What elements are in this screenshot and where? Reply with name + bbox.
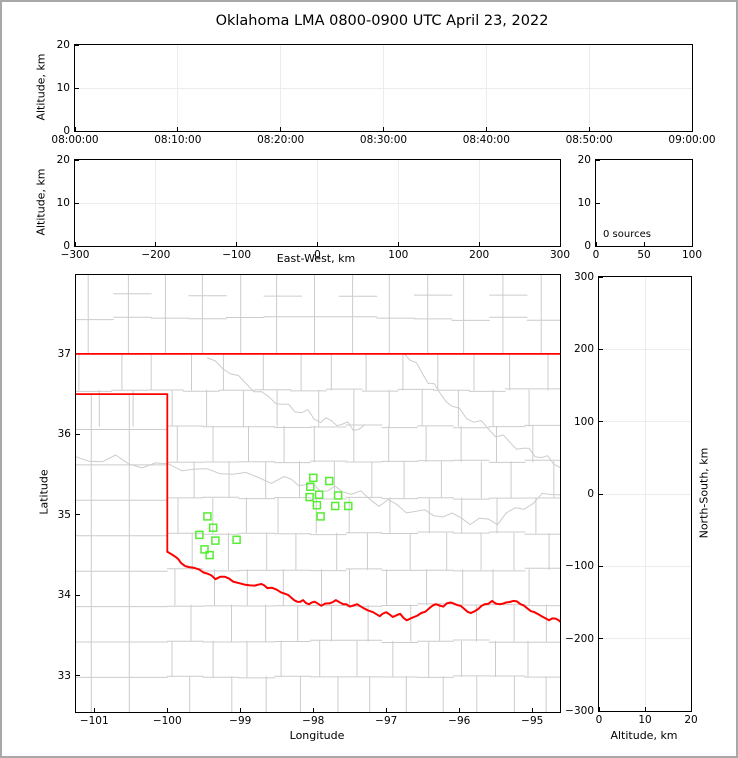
source_histogram-xtick-label: 50	[637, 249, 651, 261]
ew-height-ylabel: Altitude, km	[34, 168, 48, 236]
source_histogram-ytick-label: 20	[577, 154, 591, 166]
ew_height-xtick-label: 200	[469, 249, 490, 261]
ns_height-ytick-label: −300	[565, 705, 594, 717]
ns_height-ytick-label: −200	[565, 632, 594, 645]
ew_height-xtick-label: 300	[549, 249, 571, 261]
lma-station-marker	[208, 523, 218, 532]
time_height-xtick-label: 08:20:00	[257, 134, 305, 146]
map-ytick-label: 33	[57, 669, 71, 682]
ns_height-ytick-label: 300	[573, 271, 594, 283]
ew_height-xtick-label: 0	[314, 249, 321, 261]
map-xlabel: Longitude	[289, 729, 345, 742]
lma-station-marker	[316, 512, 325, 521]
ns_height-xtick-label: 10	[638, 714, 652, 726]
map-ytick-label: 37	[57, 347, 71, 360]
lma-station-marker	[325, 476, 334, 486]
ns_height-ytick-label: 100	[573, 415, 594, 428]
source_histogram-xtick-label: 0	[592, 249, 600, 261]
lma-station-marker	[312, 500, 322, 510]
ew-height-xlabel: East-West, km	[276, 252, 356, 265]
ew_height-xtick-label: −200	[141, 249, 171, 261]
time_height-xtick-label: 08:50:00	[565, 134, 613, 146]
ns-height-ylabel: North-South, km	[697, 447, 711, 539]
time_height-xtick-label: 08:10:00	[154, 134, 202, 146]
lma-station-marker	[344, 501, 353, 511]
ns-height-panel: 0 10 20 −300 −200 −100 0 100 200 300	[565, 271, 698, 726]
time_height-ytick-label: 20	[56, 39, 70, 51]
lma-station-marker	[200, 545, 209, 554]
map-xtick-label: −98	[302, 715, 325, 727]
ns_height-ytick-label: 0	[587, 488, 594, 500]
map-xtick-label: −97	[375, 715, 398, 727]
source_histogram-ytick-label: 0	[584, 240, 591, 252]
lma-station-marker	[232, 535, 241, 545]
red-river-border	[166, 550, 560, 623]
map-ytick-label: 34	[57, 589, 71, 602]
time_height-xtick-label: 08:40:00	[462, 134, 510, 146]
time_height-xtick-label: 08:00:00	[51, 134, 99, 146]
source-histogram-panel: 0 50 100 0 10 20	[578, 154, 702, 261]
ew_height-xtick-label: −100	[222, 249, 252, 261]
map-panel: −101 −100 −99 −98 −97 −96 −95 33 34 35 36 37	[58, 274, 561, 727]
ew_height-ytick-label: 20	[56, 154, 70, 166]
ns_height-ytick-label: 200	[573, 343, 594, 356]
time_height-xtick-label: 09:00:00	[668, 134, 716, 146]
oklahoma-panhandle-border	[76, 393, 169, 553]
time_height-ytick-label: 10	[56, 82, 70, 94]
lma-station-marker	[203, 512, 212, 521]
map-xtick-label: −100	[152, 715, 182, 727]
lma-station-marker	[309, 473, 318, 483]
lma-station-marker	[314, 490, 324, 499]
lma-station-marker	[330, 501, 340, 511]
ns_height-xtick-label: 20	[684, 714, 698, 726]
figure-title: Oklahoma LMA 0800-0900 UTC April 23, 202…	[215, 13, 549, 29]
map-xtick-label: −99	[229, 715, 252, 727]
map-xtick-label: −95	[521, 715, 544, 727]
map-ylabel: Latitude	[37, 469, 51, 515]
ew_height-xtick-label: 100	[388, 249, 409, 261]
map-ytick-label: 35	[57, 508, 71, 521]
lma-station-marker	[306, 482, 315, 491]
ew-height-panel: −300 −200 −100 0 100 200 300 0 10 20	[57, 154, 570, 261]
ns_height-ytick-label: −100	[565, 560, 594, 573]
ns_height-xtick-label: 0	[595, 714, 603, 726]
map-xtick-label: −101	[79, 715, 109, 727]
time_height-xtick-label: 08:30:00	[359, 134, 408, 146]
ew_height-xtick-label: −300	[60, 249, 90, 261]
county-boundaries	[76, 275, 560, 712]
time-height-panel: 08:00:00 08:10:00 08:20:00 08:30:00 08:40:00…	[51, 39, 715, 146]
time-height-ylabel: Altitude, km	[34, 53, 48, 121]
ns-height-xlabel: Altitude, km	[610, 729, 678, 742]
lma-station-marker	[305, 492, 314, 502]
source_histogram-ytick-label: 10	[577, 197, 591, 209]
sources-count-label: 0 sources	[603, 229, 651, 240]
lma-station-marker	[211, 536, 220, 545]
lma-station-marker	[205, 550, 214, 560]
river-line	[76, 454, 560, 526]
map-xtick-label: −96	[448, 715, 471, 727]
lma-station-marker	[333, 491, 343, 500]
map-ytick-label: 36	[57, 428, 71, 441]
time_height-ytick-label: 0	[63, 125, 70, 137]
river-line	[404, 353, 560, 468]
ew_height-ytick-label: 10	[56, 197, 70, 209]
source_histogram-xtick-label: 100	[681, 249, 703, 261]
ew_height-ytick-label: 0	[63, 240, 70, 252]
lma-station-marker	[195, 530, 204, 540]
map-canvas	[76, 275, 560, 712]
river-line	[206, 357, 365, 432]
